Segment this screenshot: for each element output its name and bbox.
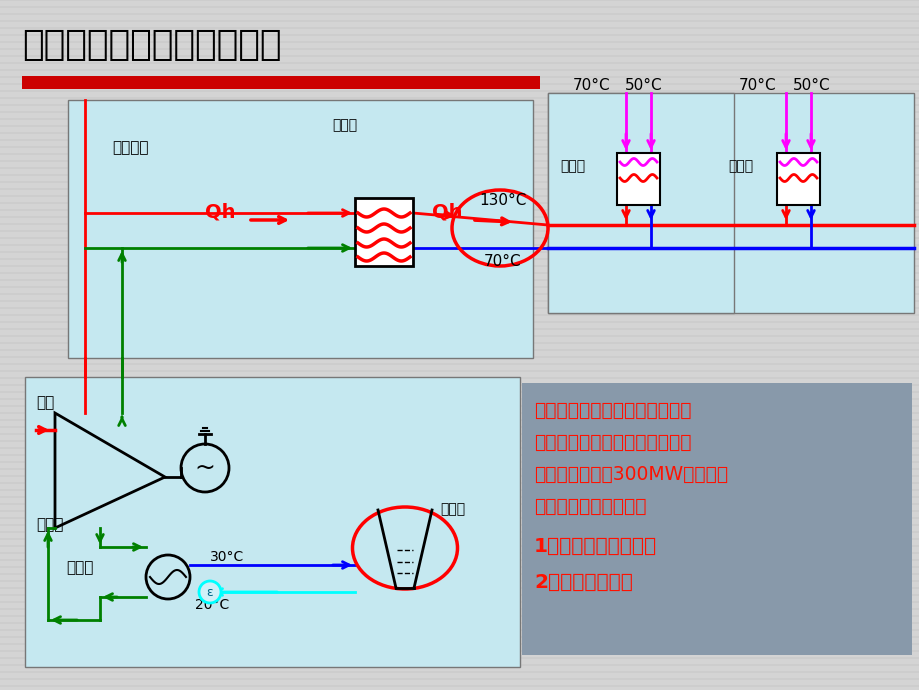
Bar <box>617 153 659 205</box>
Text: 50°C: 50°C <box>625 78 662 93</box>
Bar <box>22 76 539 89</box>
Text: 20°C: 20°C <box>195 598 229 612</box>
Text: 汽轮机: 汽轮机 <box>36 517 63 532</box>
Text: Qh: Qh <box>205 202 235 221</box>
Bar <box>355 198 413 266</box>
Text: 厂容量越来越大，目前新上热电: 厂容量越来越大，目前新上热电 <box>533 433 691 452</box>
Text: 130°C: 130°C <box>479 193 526 208</box>
Text: 30°C: 30°C <box>210 550 244 564</box>
Text: 70°C: 70°C <box>738 78 776 93</box>
Text: 厂的主力机型是300MW热电联产: 厂的主力机型是300MW热电联产 <box>533 465 727 484</box>
Text: 70°C: 70°C <box>483 254 521 269</box>
Text: Qh: Qh <box>432 202 462 221</box>
Text: 50°C: 50°C <box>792 78 830 93</box>
Text: 冷却塔: 冷却塔 <box>439 502 465 516</box>
Bar <box>521 383 911 655</box>
Text: 采暖抽汽: 采暖抽汽 <box>112 140 148 155</box>
Text: 换热器: 换热器 <box>727 159 753 173</box>
Text: ~: ~ <box>194 456 215 480</box>
Text: 换热器: 换热器 <box>560 159 584 173</box>
Bar <box>25 377 519 667</box>
Text: 蒸汽: 蒸汽 <box>36 395 54 410</box>
Text: 2、凝汽器损失大: 2、凝汽器损失大 <box>533 573 632 592</box>
Text: ε: ε <box>207 586 213 598</box>
Text: 为了提高能效、降低排放，热电: 为了提高能效、降低排放，热电 <box>533 401 691 420</box>
Text: 70°C: 70°C <box>573 78 610 93</box>
Text: 常规热电联产集中供热系统: 常规热电联产集中供热系统 <box>22 28 281 62</box>
Text: 1、热网输送能力受限: 1、热网输送能力受限 <box>533 537 656 556</box>
Bar <box>548 93 733 313</box>
Bar <box>548 93 913 313</box>
Text: 凝汽器: 凝汽器 <box>66 560 93 575</box>
Text: 换热器: 换热器 <box>332 118 357 132</box>
Circle shape <box>199 581 221 603</box>
Bar <box>777 153 819 205</box>
Text: 机组，带来两个问题：: 机组，带来两个问题： <box>533 497 646 516</box>
Bar <box>68 100 532 358</box>
